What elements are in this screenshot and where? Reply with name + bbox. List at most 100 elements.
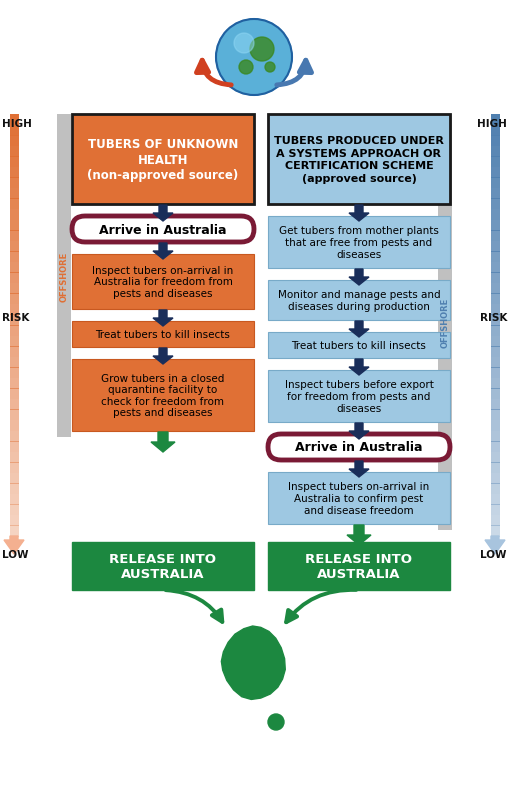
Bar — [491, 115, 500, 126]
Bar — [491, 252, 500, 263]
Bar — [491, 484, 500, 495]
Bar — [10, 515, 19, 526]
Bar — [491, 262, 500, 273]
Bar — [10, 463, 19, 474]
Bar — [491, 326, 500, 337]
Bar — [10, 441, 19, 452]
Bar — [491, 241, 500, 253]
Bar — [10, 283, 19, 294]
Bar — [10, 209, 19, 221]
Text: LOW: LOW — [480, 549, 507, 559]
Bar — [491, 178, 500, 189]
Text: Monitor and manage pests and
diseases during production: Monitor and manage pests and diseases du… — [278, 290, 440, 311]
Bar — [72, 542, 254, 590]
Bar — [268, 281, 450, 321]
Bar — [10, 379, 19, 389]
Bar — [491, 273, 500, 284]
Bar — [10, 125, 19, 136]
Text: Inspect tubers on-arrival in
Australia for freedom from
pests and diseases: Inspect tubers on-arrival in Australia f… — [92, 265, 234, 298]
Polygon shape — [153, 206, 173, 221]
Bar — [72, 115, 254, 205]
Text: RISK: RISK — [2, 312, 30, 322]
FancyArrowPatch shape — [277, 61, 312, 86]
Bar — [10, 252, 19, 263]
Bar — [10, 346, 19, 358]
Bar — [268, 115, 450, 205]
Bar — [491, 199, 500, 210]
Bar — [491, 136, 500, 147]
Bar — [10, 326, 19, 337]
Bar — [10, 336, 19, 347]
Bar — [72, 359, 254, 431]
Bar — [491, 504, 500, 516]
Circle shape — [265, 63, 275, 73]
Bar — [10, 315, 19, 326]
Polygon shape — [153, 310, 173, 326]
FancyBboxPatch shape — [72, 217, 254, 243]
Bar — [491, 515, 500, 526]
Bar — [491, 157, 500, 168]
Text: TUBERS PRODUCED UNDER
A SYSTEMS APPROACH OR
CERTIFICATION SCHEME
(approved sourc: TUBERS PRODUCED UNDER A SYSTEMS APPROACH… — [274, 136, 444, 184]
Bar — [491, 494, 500, 505]
Bar — [491, 473, 500, 484]
Bar — [10, 199, 19, 210]
Text: Get tubers from mother plants
that are free from pests and
diseases: Get tubers from mother plants that are f… — [279, 226, 439, 259]
Bar — [10, 305, 19, 315]
Text: Treat tubers to kill insects: Treat tubers to kill insects — [96, 330, 231, 339]
Bar — [491, 315, 500, 326]
Bar — [10, 294, 19, 305]
Bar — [10, 431, 19, 442]
Text: Treat tubers to kill insects: Treat tubers to kill insects — [292, 341, 427, 350]
Bar — [491, 526, 500, 537]
Circle shape — [268, 714, 284, 730]
Bar — [491, 357, 500, 368]
Bar — [491, 410, 500, 421]
Text: HIGH: HIGH — [2, 119, 32, 129]
Bar — [491, 441, 500, 452]
Bar — [491, 389, 500, 400]
Text: Arrive in Australia: Arrive in Australia — [99, 223, 227, 237]
Polygon shape — [153, 349, 173, 365]
Bar — [491, 452, 500, 463]
Bar — [10, 262, 19, 273]
Bar — [10, 273, 19, 284]
FancyArrowPatch shape — [196, 61, 231, 86]
Bar — [10, 168, 19, 179]
Bar — [491, 379, 500, 389]
Bar — [491, 420, 500, 431]
Polygon shape — [151, 432, 175, 452]
Bar — [10, 389, 19, 400]
Bar — [491, 231, 500, 241]
Bar — [10, 410, 19, 421]
Bar — [491, 168, 500, 179]
Bar — [491, 368, 500, 379]
Bar — [268, 371, 450, 423]
Polygon shape — [349, 461, 369, 477]
Text: RISK: RISK — [479, 312, 507, 322]
Polygon shape — [485, 537, 505, 554]
Bar — [72, 255, 254, 310]
Bar — [491, 346, 500, 358]
Bar — [10, 473, 19, 484]
Bar — [72, 322, 254, 347]
Polygon shape — [349, 359, 369, 375]
Text: RELEASE INTO
AUSTRALIA: RELEASE INTO AUSTRALIA — [109, 553, 216, 581]
Text: Inspect tubers before export
for freedom from pests and
diseases: Inspect tubers before export for freedom… — [285, 380, 434, 413]
Bar — [10, 526, 19, 537]
Bar — [10, 399, 19, 411]
Bar — [491, 305, 500, 315]
Polygon shape — [349, 423, 369, 439]
Polygon shape — [349, 269, 369, 286]
Bar — [10, 147, 19, 157]
Bar — [10, 115, 19, 126]
Bar — [491, 147, 500, 157]
Text: RELEASE INTO
AUSTRALIA: RELEASE INTO AUSTRALIA — [305, 553, 412, 581]
Text: Grow tubers in a closed
quarantine facility to
check for freedom from
pests and : Grow tubers in a closed quarantine facil… — [101, 373, 224, 418]
Bar — [438, 115, 452, 530]
Bar — [10, 452, 19, 463]
Bar — [10, 494, 19, 505]
Circle shape — [216, 20, 292, 96]
Bar — [10, 241, 19, 253]
Bar — [491, 294, 500, 305]
Bar — [10, 484, 19, 495]
